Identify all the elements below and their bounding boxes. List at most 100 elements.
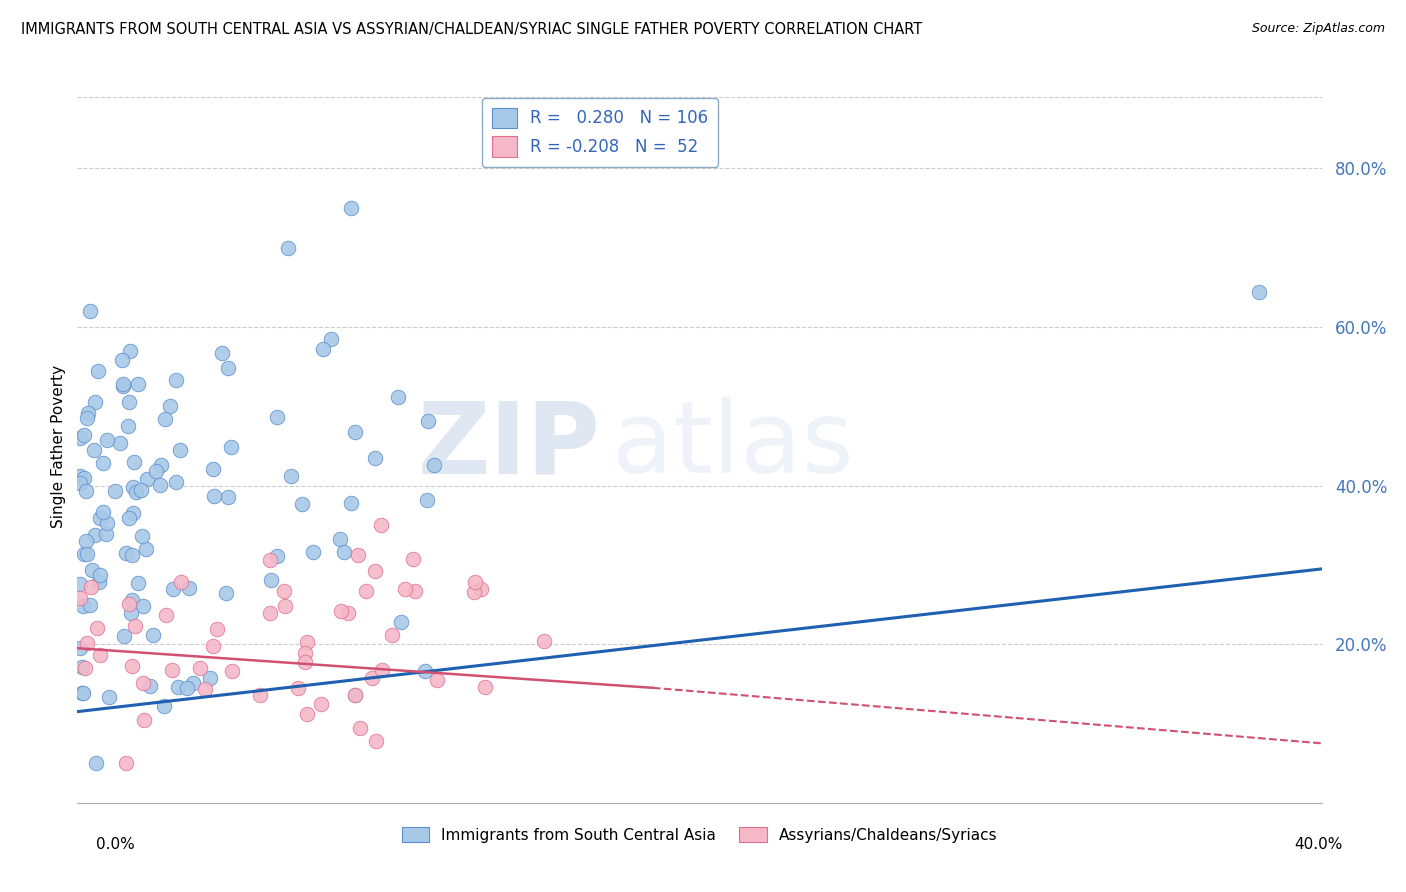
Point — [110, 436, 132, 450]
Point — [260, 573, 283, 587]
Point — [194, 681, 217, 696]
Point — [86, 621, 108, 635]
Point — [118, 597, 141, 611]
Text: 40.0%: 40.0% — [1295, 837, 1343, 852]
Point — [364, 734, 387, 748]
Point — [349, 721, 371, 735]
Point — [121, 506, 143, 520]
Point — [413, 664, 436, 678]
Point — [344, 425, 367, 440]
Point — [104, 483, 127, 498]
Point — [266, 549, 288, 564]
Point — [80, 580, 103, 594]
Point — [121, 592, 143, 607]
Point — [426, 673, 449, 688]
Point — [321, 332, 343, 346]
Point — [118, 510, 141, 524]
Point — [302, 545, 325, 559]
Point — [347, 548, 370, 562]
Point — [217, 360, 239, 375]
Point — [127, 576, 149, 591]
Point — [69, 431, 91, 445]
Point — [89, 648, 111, 662]
Point — [273, 583, 295, 598]
Point — [93, 506, 115, 520]
Text: IMMIGRANTS FROM SOUTH CENTRAL ASIA VS ASSYRIAN/CHALDEAN/SYRIAC SINGLE FATHER POV: IMMIGRANTS FROM SOUTH CENTRAL ASIA VS AS… — [21, 22, 922, 37]
Point — [94, 526, 117, 541]
Point — [80, 563, 103, 577]
Point — [364, 565, 387, 579]
Point — [76, 410, 98, 425]
Point — [115, 546, 138, 560]
Point — [139, 679, 162, 693]
Point — [135, 542, 157, 557]
Point — [259, 553, 281, 567]
Point — [122, 455, 145, 469]
Point — [76, 547, 98, 561]
Point — [142, 627, 165, 641]
Point — [221, 664, 243, 678]
Point — [1249, 285, 1271, 300]
Point — [330, 604, 353, 618]
Point — [354, 583, 377, 598]
Point — [297, 635, 319, 649]
Point — [93, 456, 115, 470]
Point — [463, 584, 485, 599]
Point — [533, 634, 555, 648]
Point — [145, 464, 167, 478]
Point — [111, 378, 134, 392]
Point — [72, 686, 94, 700]
Text: 0.0%: 0.0% — [96, 837, 135, 852]
Point — [162, 663, 184, 677]
Point — [73, 427, 96, 442]
Point — [343, 688, 366, 702]
Point — [249, 689, 271, 703]
Point — [117, 419, 139, 434]
Point — [277, 241, 299, 255]
Point — [69, 576, 91, 591]
Point — [69, 640, 91, 655]
Point — [273, 599, 295, 614]
Point — [132, 676, 155, 690]
Point — [73, 547, 96, 561]
Legend: Immigrants from South Central Asia, Assyrians/Chaldeans/Syriacs: Immigrants from South Central Asia, Assy… — [395, 821, 1004, 848]
Point — [72, 660, 94, 674]
Point — [150, 458, 173, 472]
Point — [165, 373, 187, 387]
Point — [132, 599, 155, 613]
Point — [159, 399, 181, 413]
Point — [77, 406, 100, 420]
Point — [364, 450, 387, 465]
Point — [169, 443, 191, 458]
Point — [311, 343, 333, 357]
Text: atlas: atlas — [613, 398, 853, 494]
Point — [333, 545, 356, 559]
Point — [295, 707, 318, 722]
Point — [79, 598, 101, 612]
Point — [309, 697, 332, 711]
Point — [198, 671, 221, 685]
Point — [75, 484, 97, 499]
Point — [120, 606, 142, 620]
Point — [201, 640, 224, 654]
Point — [162, 582, 184, 596]
Point — [75, 534, 97, 549]
Point — [217, 490, 239, 504]
Point — [87, 575, 110, 590]
Point — [339, 496, 361, 510]
Point — [69, 469, 91, 483]
Point — [394, 582, 416, 596]
Point — [120, 343, 142, 358]
Point — [84, 756, 107, 771]
Point — [474, 681, 496, 695]
Point — [170, 574, 193, 589]
Point — [202, 489, 225, 503]
Point — [287, 681, 309, 695]
Point — [166, 681, 188, 695]
Point — [381, 628, 404, 642]
Point — [179, 581, 201, 595]
Point — [127, 377, 149, 392]
Point — [418, 414, 440, 428]
Point — [121, 659, 143, 673]
Point — [96, 434, 118, 448]
